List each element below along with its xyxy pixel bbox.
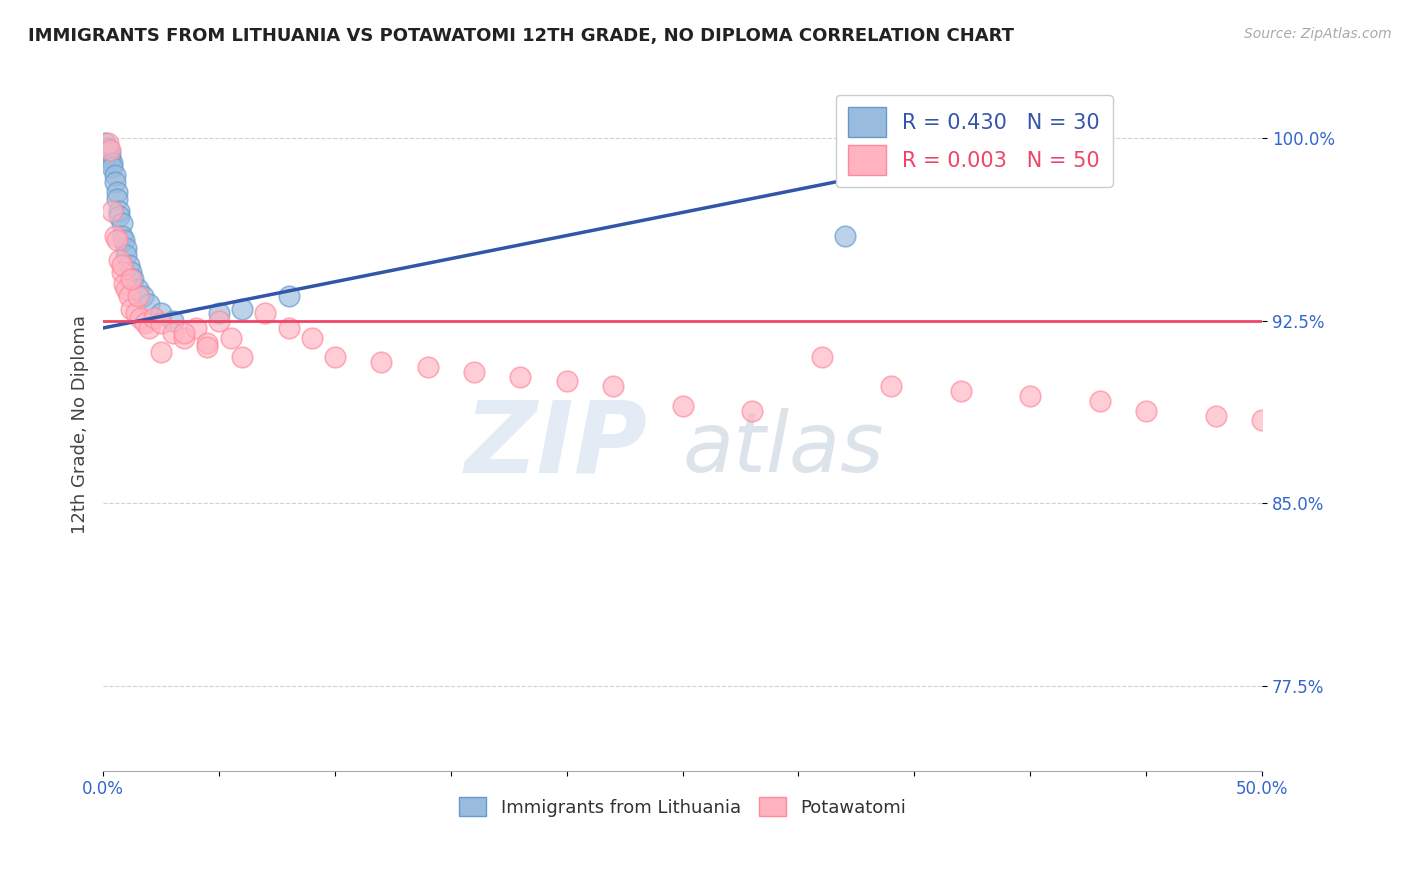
Point — [671, 399, 693, 413]
Point — [115, 248, 138, 262]
Point — [108, 204, 131, 219]
Point — [880, 379, 903, 393]
Text: atlas: atlas — [682, 408, 884, 489]
Point — [98, 151, 121, 165]
Point — [111, 265, 134, 279]
Point — [138, 296, 160, 310]
Point — [117, 258, 139, 272]
Point — [463, 365, 485, 379]
Text: Source: ZipAtlas.com: Source: ZipAtlas.com — [1244, 27, 1392, 41]
Point — [120, 265, 142, 279]
Point — [150, 316, 173, 330]
Point — [184, 321, 207, 335]
Point — [834, 228, 856, 243]
Point — [949, 384, 972, 399]
Point — [105, 192, 128, 206]
Point — [101, 161, 124, 175]
Point — [104, 168, 127, 182]
Point — [94, 136, 117, 150]
Point — [370, 355, 392, 369]
Point — [1088, 394, 1111, 409]
Point — [602, 379, 624, 393]
Point — [115, 282, 138, 296]
Point — [117, 289, 139, 303]
Point — [277, 289, 299, 303]
Point — [138, 321, 160, 335]
Point — [97, 141, 120, 155]
Point — [741, 403, 763, 417]
Point — [1019, 389, 1042, 403]
Point — [129, 311, 152, 326]
Point — [162, 314, 184, 328]
Point — [104, 175, 127, 189]
Point — [105, 185, 128, 199]
Point — [112, 277, 135, 292]
Point — [124, 306, 146, 320]
Legend: Immigrants from Lithuania, Potawatomi: Immigrants from Lithuania, Potawatomi — [451, 790, 914, 824]
Point — [127, 289, 149, 303]
Point — [555, 375, 578, 389]
Point — [134, 316, 156, 330]
Point — [197, 341, 219, 355]
Point — [810, 350, 832, 364]
Point — [98, 144, 121, 158]
Point — [301, 331, 323, 345]
Point — [173, 331, 195, 345]
Point — [104, 228, 127, 243]
Point — [162, 326, 184, 340]
Point — [509, 369, 531, 384]
Point — [416, 359, 439, 374]
Point — [122, 272, 145, 286]
Point — [1251, 413, 1274, 427]
Point — [115, 241, 138, 255]
Point — [101, 204, 124, 219]
Point — [254, 306, 277, 320]
Text: ZIP: ZIP — [465, 396, 648, 493]
Point — [101, 155, 124, 169]
Point — [1205, 409, 1227, 423]
Point — [111, 228, 134, 243]
Point — [111, 216, 134, 230]
Text: IMMIGRANTS FROM LITHUANIA VS POTAWATOMI 12TH GRADE, NO DIPLOMA CORRELATION CHART: IMMIGRANTS FROM LITHUANIA VS POTAWATOMI … — [28, 27, 1014, 45]
Point — [105, 234, 128, 248]
Point — [973, 136, 995, 150]
Point — [120, 272, 142, 286]
Point — [277, 321, 299, 335]
Point — [219, 331, 242, 345]
Y-axis label: 12th Grade, No Diploma: 12th Grade, No Diploma — [72, 315, 89, 533]
Point — [127, 282, 149, 296]
Point — [231, 301, 253, 316]
Point — [131, 289, 153, 303]
Point — [1135, 403, 1157, 417]
Point — [231, 350, 253, 364]
Point — [150, 306, 173, 320]
Point — [108, 252, 131, 267]
Point — [208, 306, 231, 320]
Point — [98, 145, 121, 160]
Point — [108, 209, 131, 223]
Point — [150, 345, 173, 359]
Point — [112, 234, 135, 248]
Point — [97, 136, 120, 150]
Point — [323, 350, 346, 364]
Point — [143, 311, 166, 326]
Point — [197, 335, 219, 350]
Point — [208, 314, 231, 328]
Point — [173, 326, 195, 340]
Point — [120, 301, 142, 316]
Point — [111, 258, 134, 272]
